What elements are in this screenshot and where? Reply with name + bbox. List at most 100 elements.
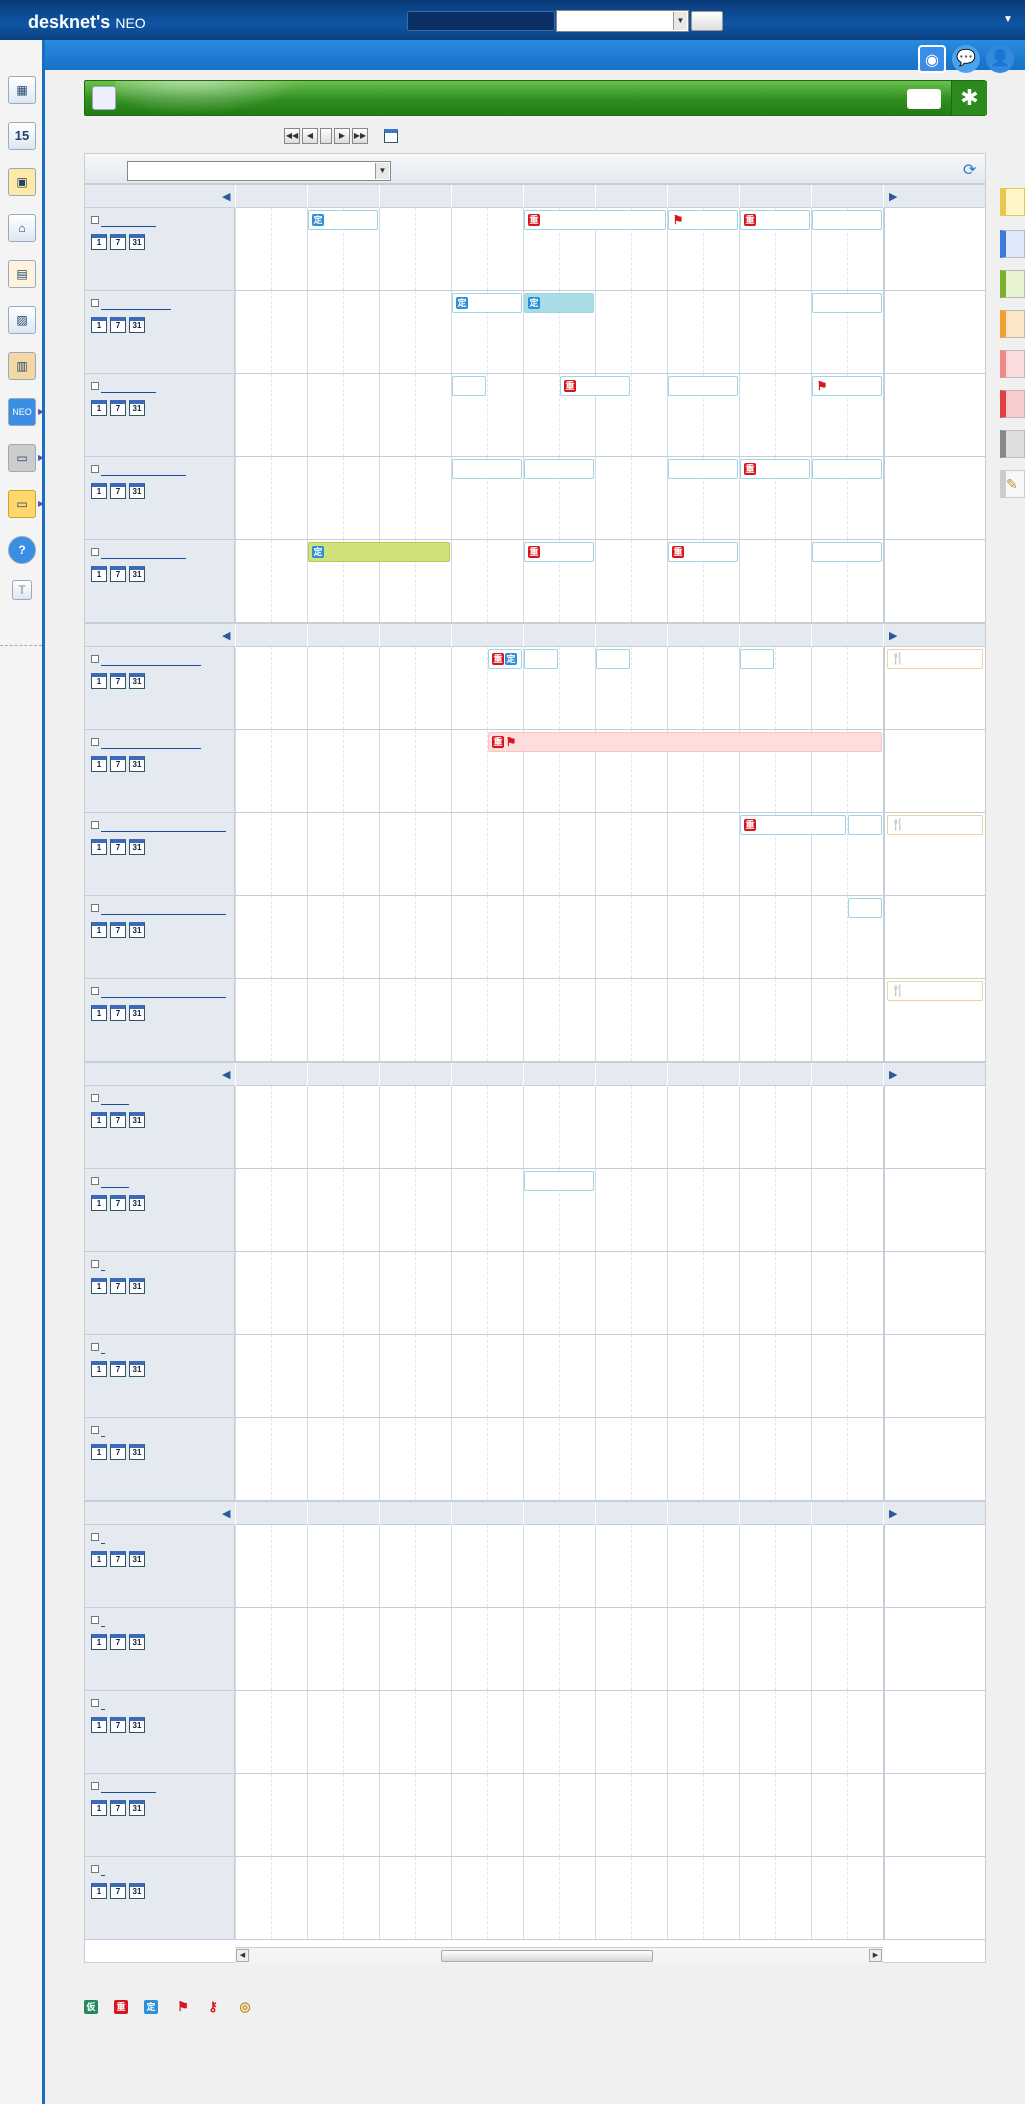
top-menu-arrow[interactable]: ▼ (1003, 14, 1013, 25)
week-view-icon[interactable]: 7 (110, 673, 126, 689)
month-view-icon[interactable]: 31 (129, 317, 145, 333)
help-icon[interactable]: ? (8, 536, 36, 564)
member-name-link[interactable] (101, 215, 156, 227)
next-day-cell[interactable] (883, 1418, 985, 1500)
schedule-event[interactable] (848, 898, 882, 918)
search-scope-select[interactable]: ▼ (556, 10, 689, 32)
text-icon[interactable]: T (12, 580, 32, 600)
horizontal-scrollbar[interactable]: ◀ ▶ (235, 1947, 883, 1963)
month-view-icon[interactable]: 31 (129, 566, 145, 582)
member-name-link[interactable] (101, 1864, 105, 1876)
month-view-icon[interactable]: 31 (129, 1551, 145, 1567)
schedule-event[interactable]: ⚑ (668, 210, 738, 230)
member-checkbox[interactable] (91, 1343, 99, 1351)
schedule-event[interactable]: 重定 (488, 649, 522, 669)
scroll-left-icon[interactable]: ◀ (236, 1949, 249, 1962)
group-select[interactable]: ▼ (127, 161, 391, 181)
member-name-link[interactable] (101, 1259, 105, 1271)
member-checkbox[interactable] (91, 655, 99, 663)
calendar-icon[interactable]: 15 (8, 122, 36, 150)
previous-week-icon[interactable]: ◀ (222, 1069, 231, 1081)
week-view-icon[interactable]: 7 (110, 1634, 126, 1650)
week-cells[interactable]: 重 (235, 457, 883, 539)
member-checkbox[interactable] (91, 1177, 99, 1185)
color-tab-red[interactable] (1000, 390, 1025, 418)
schedule-event[interactable]: 重 (740, 815, 846, 835)
next-week-icon[interactable]: ▶ (889, 1069, 898, 1081)
scroll-thumb[interactable] (441, 1950, 653, 1962)
first-page-button[interactable]: ◀◀ (284, 128, 300, 144)
next-day-cell[interactable]: 🍴 (883, 647, 985, 729)
schedule-event[interactable]: 定 (308, 542, 450, 562)
week-cells[interactable]: 重 ⚑ (235, 730, 883, 812)
schedule-event[interactable]: 🍴 (887, 649, 983, 669)
week-view-icon[interactable]: 7 (110, 234, 126, 250)
schedule-event[interactable]: 重 (560, 376, 630, 396)
month-view-icon[interactable]: 31 (129, 756, 145, 772)
month-view-icon[interactable]: 31 (129, 1717, 145, 1733)
week-cells[interactable] (235, 1252, 883, 1334)
next-day-cell[interactable] (883, 1335, 985, 1417)
member-checkbox[interactable] (91, 987, 99, 995)
schedule-event[interactable] (740, 649, 774, 669)
member-checkbox[interactable] (91, 1865, 99, 1873)
previous-week-icon[interactable]: ◀ (222, 1508, 231, 1520)
day-view-icon[interactable]: 1 (91, 1005, 107, 1021)
search-button[interactable] (691, 11, 723, 31)
week-cells[interactable] (235, 1691, 883, 1773)
gear-icon[interactable]: ✱ (951, 81, 987, 115)
week-view-icon[interactable]: 7 (110, 922, 126, 938)
week-view-icon[interactable]: 7 (110, 1195, 126, 1211)
week-view-icon[interactable]: 7 (110, 1551, 126, 1567)
broadcast-icon[interactable]: ◉ (918, 45, 946, 73)
week-view-icon[interactable]: 7 (110, 1005, 126, 1021)
today-button[interactable] (320, 128, 332, 144)
schedule-event[interactable]: 重 (524, 542, 594, 562)
previous-week-icon[interactable]: ◀ (222, 191, 231, 203)
next-day-cell[interactable] (883, 1086, 985, 1168)
day-view-icon[interactable]: 1 (91, 673, 107, 689)
member-name-link[interactable] (101, 1781, 156, 1793)
week-view-icon[interactable]: 7 (110, 1717, 126, 1733)
month-view-icon[interactable]: 31 (129, 400, 145, 416)
member-name-link[interactable] (101, 298, 171, 310)
schedule-event[interactable] (668, 376, 738, 396)
contacts-icon[interactable]: ▣ (8, 168, 36, 196)
next-day-cell[interactable]: 🍴 (883, 813, 985, 895)
memo-tab[interactable] (1000, 188, 1025, 216)
schedule-event[interactable] (596, 649, 630, 669)
week-cells[interactable] (235, 1335, 883, 1417)
week-cells[interactable] (235, 896, 883, 978)
schedule-event[interactable]: 重 (740, 210, 810, 230)
day-view-icon[interactable]: 1 (91, 1883, 107, 1899)
week-cells[interactable]: 定 重 ⚑ 重 (235, 208, 883, 290)
week-view-icon[interactable]: 7 (110, 1800, 126, 1816)
schedule-event[interactable] (812, 459, 882, 479)
folder-dark-icon[interactable]: ▭ (8, 444, 36, 472)
month-view-icon[interactable]: 31 (129, 1883, 145, 1899)
next-day-cell[interactable] (883, 291, 985, 373)
member-name-link[interactable] (101, 820, 226, 832)
month-view-icon[interactable]: 31 (129, 673, 145, 689)
day-view-icon[interactable]: 1 (91, 400, 107, 416)
day-view-icon[interactable]: 1 (91, 234, 107, 250)
schedule-event[interactable] (524, 1171, 594, 1191)
member-name-link[interactable] (101, 547, 186, 559)
last-page-button[interactable]: ▶▶ (352, 128, 368, 144)
week-view-icon[interactable]: 7 (110, 1112, 126, 1128)
week-view-icon[interactable]: 7 (110, 400, 126, 416)
schedule-event[interactable] (848, 815, 882, 835)
schedule-event[interactable]: ⚑ (812, 376, 882, 396)
member-name-link[interactable] (101, 1425, 105, 1437)
month-view-icon[interactable]: 31 (129, 1278, 145, 1294)
member-name-link[interactable] (101, 903, 226, 915)
next-day-cell[interactable] (883, 896, 985, 978)
schedule-event[interactable]: 定 (524, 293, 594, 313)
month-view-icon[interactable]: 31 (129, 1634, 145, 1650)
schedule-event[interactable] (452, 459, 522, 479)
member-checkbox[interactable] (91, 216, 99, 224)
user-icon[interactable]: 👤 (986, 45, 1014, 73)
chat-bubble-icon[interactable]: 💬 (952, 45, 980, 73)
day-view-icon[interactable]: 1 (91, 1800, 107, 1816)
member-checkbox[interactable] (91, 738, 99, 746)
